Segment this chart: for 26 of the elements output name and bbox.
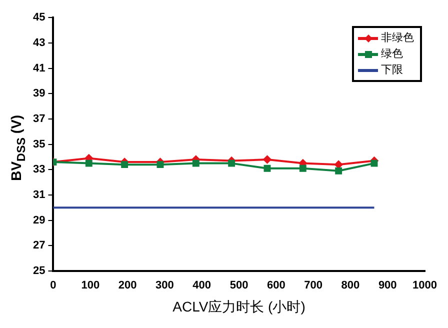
y-tick-label: 27 bbox=[32, 240, 46, 252]
y-tick-label: 41 bbox=[32, 62, 46, 74]
x-tick-label: 1000 bbox=[412, 280, 438, 292]
y-tick-label: 25 bbox=[32, 265, 46, 278]
legend-label: 非绿色 bbox=[381, 31, 414, 46]
y-tick-label: 37 bbox=[32, 112, 46, 125]
y-tick-label: 45 bbox=[32, 12, 46, 24]
x-tick-label: 200 bbox=[118, 280, 137, 292]
y-tick-label: 39 bbox=[32, 88, 46, 100]
x-tick-label: 500 bbox=[230, 280, 248, 292]
y-tick-label: 43 bbox=[32, 36, 46, 49]
x-tick-label: 600 bbox=[266, 280, 286, 292]
y-tick-label: 29 bbox=[32, 214, 46, 226]
x-tick-label: 100 bbox=[81, 280, 100, 292]
x-axis-title: ACLV应力时长 (小时) bbox=[172, 298, 306, 314]
y-tick-label: 33 bbox=[32, 164, 46, 176]
y-tick-label: 35 bbox=[32, 138, 46, 150]
y-tick-label: 31 bbox=[32, 189, 46, 202]
x-tick-label: 0 bbox=[50, 280, 56, 292]
x-tick-label: 400 bbox=[192, 280, 212, 292]
x-tick-label: 700 bbox=[304, 280, 322, 292]
legend-label: 下限 bbox=[381, 63, 403, 78]
x-tick-label: 800 bbox=[341, 280, 360, 292]
x-tick-label: 300 bbox=[156, 280, 174, 292]
legend-label: 绿色 bbox=[381, 47, 403, 62]
x-tick-label: 900 bbox=[378, 280, 397, 292]
